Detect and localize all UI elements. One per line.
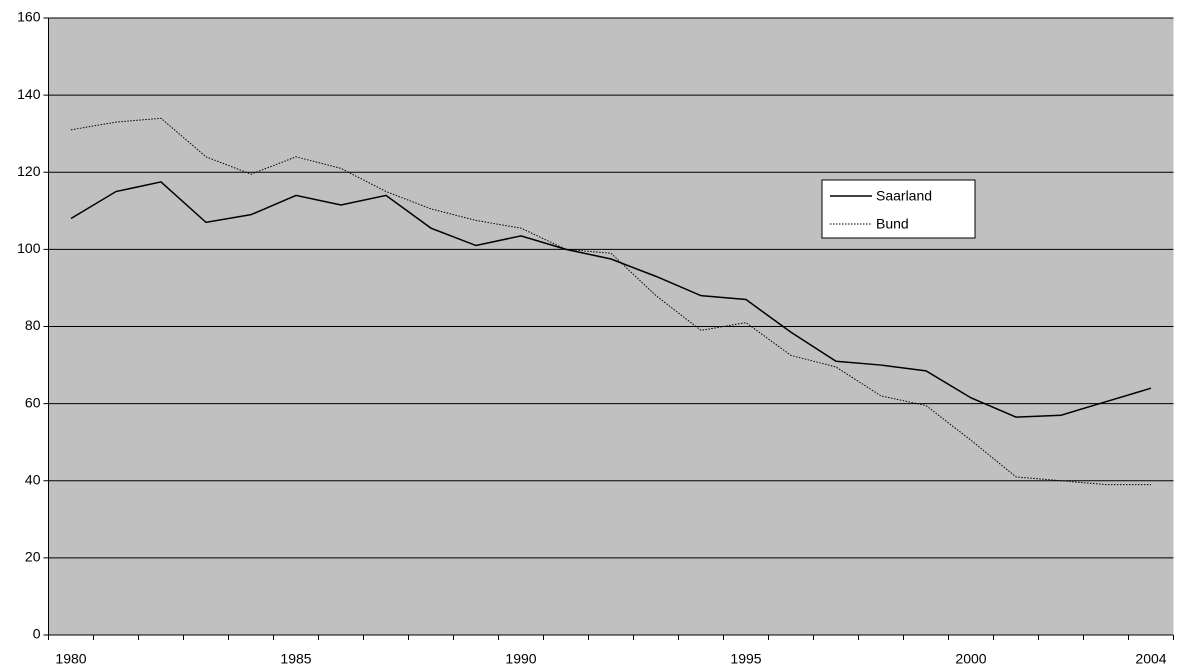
y-tick-label: 40 (25, 471, 41, 487)
legend-label: Bund (876, 216, 909, 232)
y-tick-label: 140 (17, 86, 41, 102)
series-line (70, 181, 1152, 418)
x-tick-label: 2004 (1135, 651, 1166, 667)
x-tick-label: 1980 (55, 651, 86, 667)
x-tick-label: 1990 (505, 651, 536, 667)
x-tick-label: 2000 (955, 651, 986, 667)
legend (821, 179, 976, 239)
x-tick-label: 1985 (280, 651, 311, 667)
y-tick-label: 60 (25, 394, 41, 410)
y-tick-label: 20 (25, 549, 41, 565)
y-tick-label: 120 (17, 163, 41, 179)
legend-label: Saarland (876, 188, 932, 204)
y-tick-label: 160 (17, 9, 41, 25)
y-tick-label: 0 (33, 626, 41, 642)
x-tick-label: 1995 (730, 651, 761, 667)
y-tick-label: 100 (17, 240, 41, 256)
y-tick-label: 80 (25, 317, 41, 333)
series-line (70, 117, 1151, 486)
